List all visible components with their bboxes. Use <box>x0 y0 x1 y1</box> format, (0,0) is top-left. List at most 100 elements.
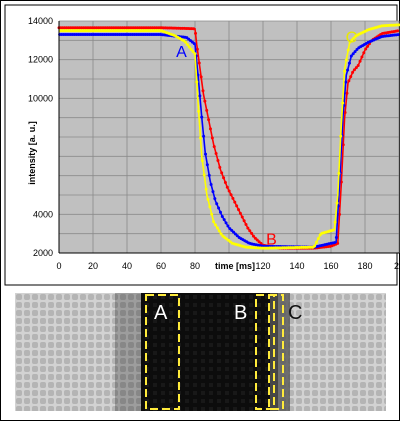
data-point <box>349 54 353 58</box>
data-point <box>244 222 248 226</box>
data-point <box>360 55 364 59</box>
series-layer <box>57 23 400 250</box>
data-point <box>348 40 352 44</box>
data-point <box>192 42 196 46</box>
data-point <box>335 201 339 205</box>
x-tick-label: 20 <box>394 261 400 271</box>
data-point <box>204 187 208 191</box>
data-point <box>191 50 195 54</box>
data-point <box>347 61 351 65</box>
data-point <box>237 208 241 212</box>
y-axis-label: intensity [a. u.] <box>27 121 37 185</box>
data-point <box>211 190 215 194</box>
data-point <box>233 232 237 236</box>
data-point <box>354 66 358 70</box>
data-point <box>353 50 357 54</box>
data-point <box>218 165 222 169</box>
intensity-chart: 0 20 40 60 80 120 140 160 180 20 2000 4000 10000 1200… <box>4 4 400 286</box>
data-point <box>220 214 224 218</box>
data-point <box>346 48 350 52</box>
data-point <box>235 204 239 208</box>
data-point <box>199 75 203 79</box>
data-point <box>313 244 317 248</box>
data-point <box>347 79 351 83</box>
data-point <box>212 220 216 224</box>
x-tick-label: 20 <box>88 261 98 271</box>
data-point <box>341 143 345 147</box>
data-point <box>220 171 224 175</box>
data-point <box>222 176 226 180</box>
data-point <box>343 110 347 114</box>
data-point <box>210 136 214 140</box>
annotations: A B C <box>176 29 357 248</box>
data-point <box>206 197 210 201</box>
data-point <box>349 75 353 79</box>
data-point <box>193 52 197 56</box>
data-point <box>201 89 205 93</box>
x-tick-label: 180 <box>357 261 372 271</box>
data-point <box>215 226 219 230</box>
data-point <box>333 241 337 245</box>
data-point <box>227 189 231 193</box>
data-point <box>362 51 366 55</box>
data-point <box>225 185 229 189</box>
data-point <box>251 234 255 238</box>
x-tick-label: 40 <box>122 261 132 271</box>
data-point <box>207 118 211 122</box>
data-point <box>208 205 212 209</box>
data-point <box>216 158 220 162</box>
data-point <box>200 159 204 163</box>
data-point <box>202 173 206 177</box>
data-point <box>364 47 368 51</box>
micrograph-label-c: C <box>288 302 303 324</box>
region-a-box <box>145 294 180 410</box>
x-tick-label: 140 <box>289 261 304 271</box>
micrograph-panel: A B C <box>15 293 386 411</box>
data-point <box>250 231 254 235</box>
y-tick-label: 2000 <box>33 248 53 258</box>
data-point <box>230 228 234 232</box>
data-point <box>228 227 232 231</box>
data-point <box>334 236 338 240</box>
data-point <box>397 23 400 27</box>
micrograph-label-b: B <box>234 302 248 324</box>
series-2 <box>58 23 400 250</box>
data-point <box>197 61 201 65</box>
data-point <box>235 234 239 238</box>
data-point <box>197 109 201 113</box>
x-tick-label: 80 <box>190 261 200 271</box>
data-point <box>338 212 341 216</box>
data-point <box>344 80 348 84</box>
data-point <box>331 228 335 232</box>
data-point <box>195 80 199 84</box>
data-point <box>207 173 211 177</box>
grid <box>58 20 400 254</box>
data-point <box>205 163 209 167</box>
data-point <box>352 68 356 72</box>
micrograph-image <box>15 293 386 411</box>
data-point <box>215 202 219 206</box>
transition-shade-left <box>115 293 145 411</box>
data-point <box>248 229 252 233</box>
data-point <box>232 230 236 234</box>
data-point <box>195 47 199 51</box>
data-point <box>355 47 359 51</box>
y-tick-label: 12000 <box>28 55 53 65</box>
data-point <box>314 240 318 244</box>
data-point <box>339 180 343 184</box>
data-point <box>224 221 228 225</box>
data-point <box>358 59 362 63</box>
data-point <box>240 215 244 219</box>
data-point <box>187 45 191 49</box>
data-point <box>210 212 214 216</box>
y-tick-label: 4000 <box>33 209 53 219</box>
data-point <box>344 58 348 62</box>
data-point <box>194 31 198 35</box>
data-point <box>226 224 230 228</box>
axes: 0 20 40 60 80 120 140 160 180 20 2000 4000 10000 1200… <box>27 16 400 271</box>
data-point <box>238 211 242 215</box>
data-point <box>208 127 212 131</box>
x-tick-label: 160 <box>323 261 338 271</box>
data-point <box>218 210 222 214</box>
data-point <box>200 115 204 119</box>
